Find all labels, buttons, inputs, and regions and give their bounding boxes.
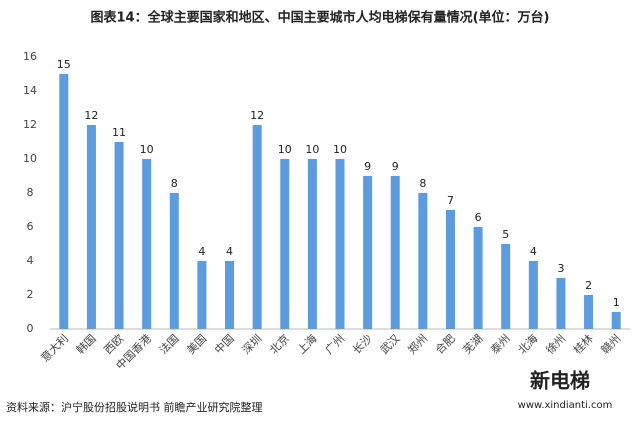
data-label: 10 bbox=[278, 143, 292, 156]
bar bbox=[528, 261, 538, 329]
x-tick-label: 芜湖 bbox=[460, 331, 485, 356]
data-label: 4 bbox=[530, 245, 537, 258]
x-tick-label: 上海 bbox=[294, 331, 319, 356]
data-label: 15 bbox=[57, 58, 71, 71]
data-label: 9 bbox=[392, 160, 399, 173]
data-label: 4 bbox=[226, 245, 233, 258]
bar bbox=[418, 193, 428, 329]
y-tick-label: 14 bbox=[23, 84, 37, 97]
bar bbox=[335, 159, 345, 329]
y-tick-label: 10 bbox=[23, 152, 37, 165]
bar bbox=[584, 295, 594, 329]
x-tick-label: 广州 bbox=[322, 332, 347, 357]
logo: 新电梯 bbox=[530, 369, 590, 393]
x-tick-label: 长沙 bbox=[350, 332, 375, 357]
source: 资料来源：沪宁股份招股说明书 前瞻产业研究院整理 bbox=[6, 400, 263, 414]
x-tick-label: 美国 bbox=[184, 332, 209, 357]
bar bbox=[473, 227, 483, 329]
data-label: 7 bbox=[447, 194, 454, 207]
bar bbox=[363, 176, 373, 329]
data-label: 11 bbox=[112, 126, 126, 139]
bar bbox=[114, 142, 124, 329]
bar bbox=[197, 261, 207, 329]
y-tick-label: 2 bbox=[27, 288, 34, 301]
x-tick-label: 武汉 bbox=[378, 332, 403, 357]
x-tick-label: 深圳 bbox=[240, 332, 265, 357]
x-tick-label: 法国 bbox=[156, 331, 181, 356]
data-label: 2 bbox=[585, 279, 592, 292]
data-label: 12 bbox=[250, 109, 264, 122]
data-label: 5 bbox=[502, 228, 509, 241]
data-label: 8 bbox=[419, 177, 426, 190]
data-label: 10 bbox=[333, 143, 347, 156]
data-label: 10 bbox=[140, 143, 154, 156]
y-tick-label: 6 bbox=[27, 220, 34, 233]
chart-title: 图表14：全球主要国家和地区、中国主要城市人均电梯保有量情况(单位：万台) bbox=[91, 10, 550, 26]
x-tick-label: 北海 bbox=[515, 331, 540, 356]
x-tick-label: 韩国 bbox=[73, 331, 98, 356]
y-tick-label: 16 bbox=[23, 50, 37, 63]
bar bbox=[252, 125, 262, 329]
x-tick-label: 北京 bbox=[267, 331, 292, 356]
x-tick-label: 郑州 bbox=[405, 331, 430, 356]
x-tick-label: 徐州 bbox=[543, 331, 568, 356]
bar bbox=[445, 210, 455, 329]
bar bbox=[169, 193, 179, 329]
x-tick-label: 意大利 bbox=[38, 331, 71, 364]
x-tick-label: 合肥 bbox=[432, 331, 457, 356]
bar bbox=[59, 74, 69, 329]
bar bbox=[280, 159, 290, 329]
data-label: 4 bbox=[198, 245, 205, 258]
x-tick-label: 赣州 bbox=[598, 331, 623, 356]
bar bbox=[142, 159, 152, 329]
logo-url: www.xindianti.com bbox=[518, 400, 613, 411]
data-label: 10 bbox=[305, 143, 319, 156]
data-label: 6 bbox=[475, 211, 482, 224]
y-tick-label: 8 bbox=[27, 186, 34, 199]
data-label: 12 bbox=[84, 109, 98, 122]
x-tick-label: 中国 bbox=[212, 332, 237, 357]
data-label: 8 bbox=[171, 177, 178, 190]
x-tick-label: 泰州 bbox=[488, 331, 513, 356]
bar bbox=[501, 244, 511, 329]
bar bbox=[307, 159, 317, 329]
y-tick-label: 4 bbox=[27, 254, 34, 267]
y-tick-label: 0 bbox=[27, 322, 34, 335]
data-label: 9 bbox=[364, 160, 371, 173]
bar bbox=[390, 176, 400, 329]
data-label: 3 bbox=[557, 262, 564, 275]
data-label: 1 bbox=[613, 296, 620, 309]
y-tick-label: 12 bbox=[23, 118, 37, 131]
bar bbox=[86, 125, 96, 329]
bar bbox=[556, 278, 566, 329]
bar bbox=[611, 312, 621, 329]
x-tick-label: 桂林 bbox=[570, 331, 595, 356]
bar bbox=[225, 261, 235, 329]
